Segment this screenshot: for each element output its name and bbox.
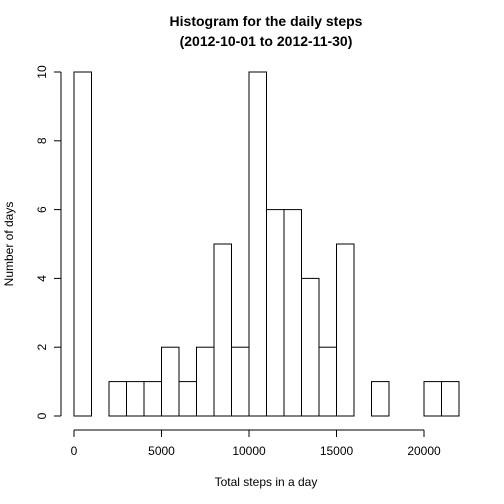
y-axis-label: Number of days	[2, 202, 16, 287]
histogram-bar-5	[161, 346, 180, 417]
y-tick-label-5: 10	[35, 65, 49, 79]
x-axis-label: Total steps in a day	[215, 475, 318, 489]
histogram-bar-3	[126, 381, 145, 417]
histogram-bar-10	[248, 71, 267, 417]
histogram-bar-20	[423, 381, 442, 417]
histogram-bar-14	[318, 346, 337, 417]
histogram-bar-0	[73, 71, 92, 417]
y-tick-label-1: 2	[35, 344, 49, 351]
histogram-bar-21	[441, 381, 460, 417]
histogram-bar-7	[196, 346, 215, 417]
histogram-bar-15	[336, 243, 355, 417]
chart-title-line-1: Histogram for the daily steps	[170, 13, 363, 29]
y-axis: 0 2 4 6 8 10	[35, 65, 62, 419]
y-tick-label-0: 0	[35, 412, 49, 419]
bars-group	[73, 71, 460, 417]
x-axis: 0 5000 10000 15000 20000	[71, 429, 441, 458]
histogram-bar-2	[108, 381, 127, 417]
x-tick-label-1: 5000	[148, 444, 175, 458]
histogram-bar-13	[301, 277, 320, 417]
histogram-bar-6	[178, 381, 197, 417]
y-tick-label-2: 4	[35, 275, 49, 282]
x-tick-label-4: 20000	[407, 444, 441, 458]
y-tick-label-4: 8	[35, 137, 49, 144]
x-tick-label-0: 0	[71, 444, 78, 458]
histogram-bar-4	[143, 381, 162, 417]
histogram-bar-11	[266, 209, 285, 417]
histogram-bar-8	[213, 243, 232, 417]
chart-title-line-2: (2012-10-01 to 2012-11-30)	[180, 33, 353, 49]
x-tick-label-3: 15000	[320, 444, 354, 458]
x-tick-label-2: 10000	[232, 444, 266, 458]
histogram-bar-17	[371, 381, 390, 417]
y-tick-label-3: 6	[35, 206, 49, 213]
histogram-bar-12	[283, 209, 302, 417]
histogram-bar-9	[231, 346, 250, 417]
